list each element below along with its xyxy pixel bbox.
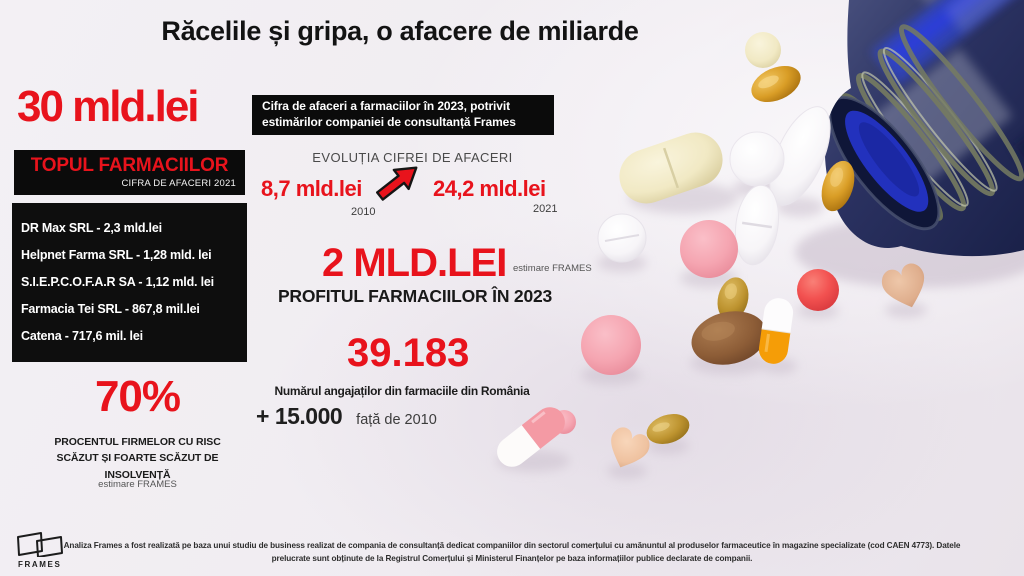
disclaimer-line1: Analiza Frames a fost realizată pe baza … xyxy=(63,541,961,550)
frames-logo-text: FRAMES xyxy=(18,560,62,570)
employees-delta: + 15.000 xyxy=(256,403,343,429)
pill-heart-beige xyxy=(881,263,925,308)
trend-up-arrow-icon xyxy=(376,166,418,201)
evolution-end-year: 2021 xyxy=(533,203,558,215)
blue-pill-bottle xyxy=(824,0,1024,257)
pill-round-cream xyxy=(745,32,781,68)
top-pharmacies-list: DR Max SRL - 2,3 mld.lei Helpnet Farma S… xyxy=(12,203,247,362)
employees-label: Numărul angajaților din farmaciile din R… xyxy=(274,384,530,398)
pill-tablet-white-round xyxy=(729,131,785,187)
top-pharmacies-title: TOPUL FARMACIILOR xyxy=(30,155,229,176)
pill-tablet-pink xyxy=(680,220,738,278)
pill-tablet-red xyxy=(797,269,839,311)
pill-gel-olive xyxy=(646,414,690,444)
pill-gel-amber-capsule xyxy=(821,160,855,212)
revenue-note-line1: Cifra de afaceri a farmaciilor în 2023, … xyxy=(262,99,510,113)
evolution-end-value: 24,2 mld.lei xyxy=(433,176,546,201)
evolution-start-year: 2010 xyxy=(351,206,376,218)
employees-delta-row: + 15.000 față de 2010 xyxy=(256,403,437,429)
risk-label-line1: PROCENTUL FIRMELOR CU RISC xyxy=(54,436,221,448)
list-item: Catena - 717,6 mil. lei xyxy=(21,329,143,343)
risk-label-line3: INSOLVENȚĂ xyxy=(104,468,171,481)
pill-tablet-white-scored xyxy=(597,213,647,263)
revenue-2023-value: 30 mld.lei xyxy=(17,82,200,131)
risk-value: 70% xyxy=(94,372,181,421)
pill-tablet-brown-oval xyxy=(691,311,767,365)
revenue-note-line2: estimărilor companiei de consultanță Fra… xyxy=(262,114,516,129)
employees-delta-note: față de 2010 xyxy=(356,412,437,428)
footer-disclaimer: Analiza Frames a fost realizată pe baza … xyxy=(0,540,1024,565)
profit-value: 2 MLD.LEI xyxy=(322,241,507,285)
list-item: Helpnet Farma SRL - 1,28 mld. lei xyxy=(21,248,212,262)
employees-value: 39.183 xyxy=(347,331,470,375)
page-title: Răcelile și gripa, o afacere de miliarde xyxy=(161,16,639,46)
pill-capsule-white-orange xyxy=(758,298,794,364)
pill-tablet-pink-large xyxy=(581,315,641,375)
disclaimer-line2: prelucrate sunt obținute de la Registrul… xyxy=(271,553,753,563)
bottle-mouth xyxy=(828,95,941,231)
pills xyxy=(497,32,925,468)
top-pharmacies-subtitle: CIFRA DE AFACERI 2021 xyxy=(121,177,236,189)
profit-estimate-note: estimare FRAMES xyxy=(513,263,592,274)
risk-estimate-note: estimare FRAMES xyxy=(98,479,177,490)
pill-gel-amber-small xyxy=(717,277,749,321)
frames-logo-icon xyxy=(17,532,63,558)
list-item: DR Max SRL - 2,3 mld.lei xyxy=(21,221,162,235)
evolution-start-value: 8,7 mld.lei xyxy=(261,176,362,201)
pill-capsule-cream-large xyxy=(619,132,723,204)
pill-capsule-pink-white xyxy=(497,407,565,467)
risk-label: PROCENTUL FIRMELOR CU RISC SCĂZUT ȘI FOA… xyxy=(40,434,235,483)
pill-heart-peach xyxy=(611,427,650,468)
frames-logo: FRAMES xyxy=(16,529,72,570)
pill-gel-amber-oval xyxy=(751,65,801,103)
top-pharmacies-header: TOPUL FARMACIILOR CIFRA DE AFACERI 2021 xyxy=(14,150,245,195)
risk-label-line2: SCĂZUT ȘI FOARTE SCĂZUT DE xyxy=(56,452,219,465)
revenue-note-box: Cifra de afaceri a farmaciilor în 2023, … xyxy=(252,95,554,136)
list-item: S.I.E.P.C.O.F.A.R SA - 1,12 mld. lei xyxy=(21,275,214,289)
profit-label: PROFITUL FARMACIILOR ÎN 2023 xyxy=(277,286,553,306)
list-item: Farmacia Tei SRL - 867,8 mil.lei xyxy=(21,302,200,316)
evolution-heading: EVOLUȚIA CIFREI DE AFACERI xyxy=(312,150,513,165)
